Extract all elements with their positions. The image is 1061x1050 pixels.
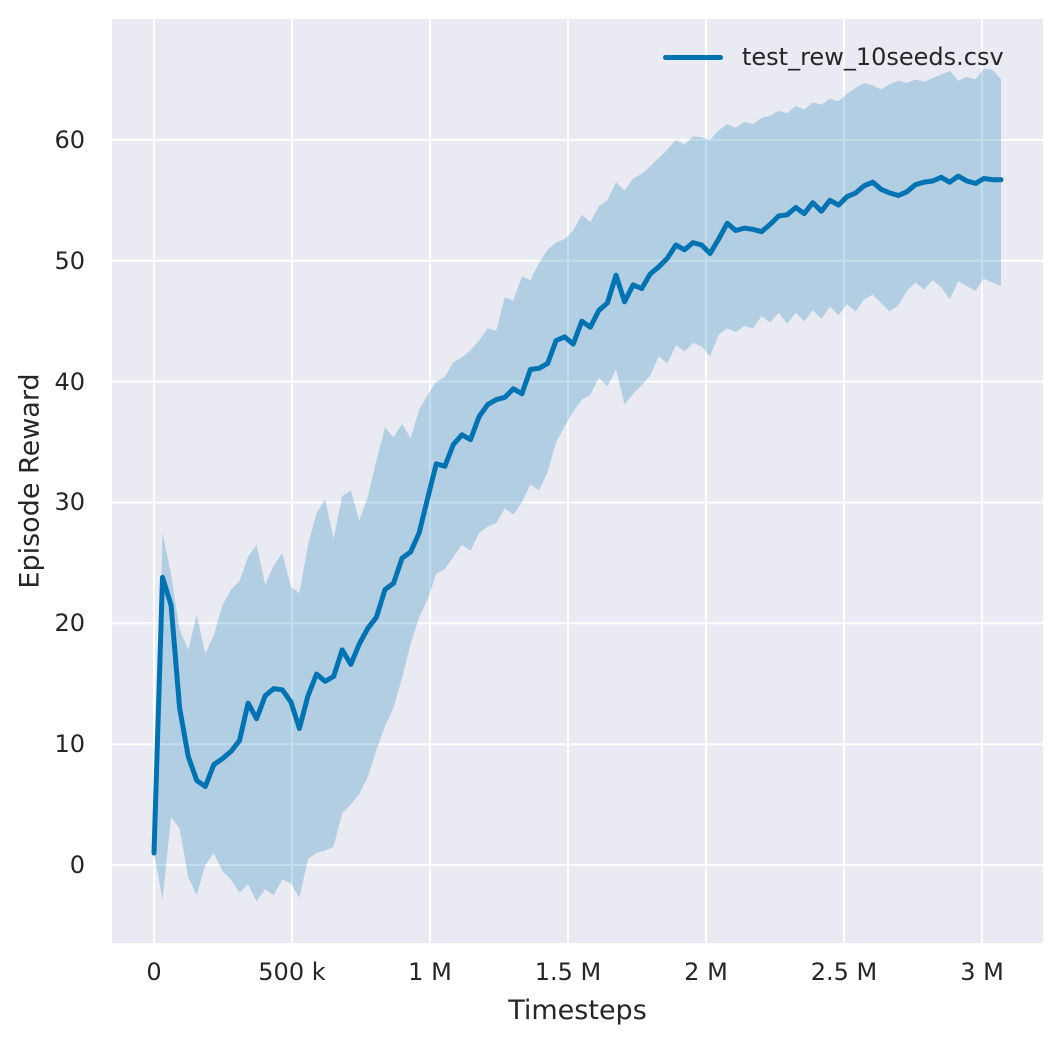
x-tick-label: 1.5 M xyxy=(534,958,602,986)
y-axis-label: Episode Reward xyxy=(14,373,46,589)
x-tick-label: 1 M xyxy=(408,958,452,986)
y-tick-label: 40 xyxy=(54,367,85,396)
y-tick-label: 10 xyxy=(54,730,85,759)
x-tick-label: 3 M xyxy=(960,958,1004,986)
y-tick-label: 50 xyxy=(54,246,85,275)
legend-label: test_rew_10seeds.csv xyxy=(742,43,1004,71)
y-tick-label: 20 xyxy=(54,609,85,638)
x-axis-label: Timesteps xyxy=(508,995,647,1026)
x-tick-label: 0 xyxy=(146,958,162,986)
line-chart xyxy=(112,19,1043,943)
y-tick-label: 0 xyxy=(69,851,85,880)
y-tick-label: 30 xyxy=(54,488,85,517)
y-tick-label: 60 xyxy=(54,125,85,154)
x-tick-label: 2 M xyxy=(684,958,728,986)
legend-line-sample xyxy=(663,54,723,60)
x-tick-label: 500 k xyxy=(258,958,326,986)
legend: test_rew_10seeds.csv xyxy=(663,43,1004,72)
x-tick-label: 2.5 M xyxy=(810,958,878,986)
